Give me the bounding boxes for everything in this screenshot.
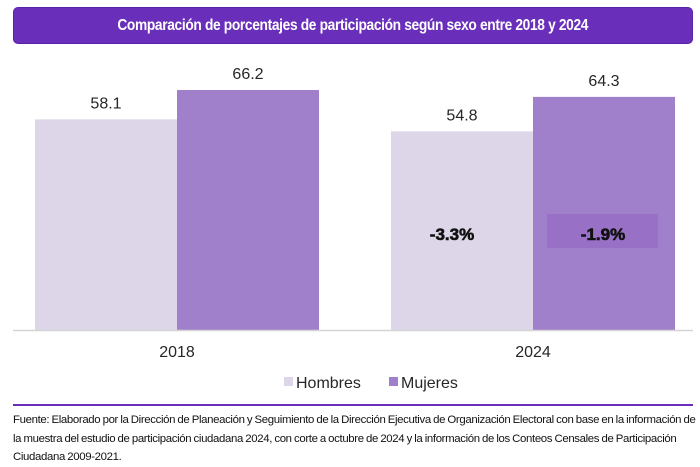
bar-hombres-2018 xyxy=(35,119,177,330)
data-label: 64.3 xyxy=(588,73,619,90)
x-tick-label: 2024 xyxy=(515,344,551,361)
bar-mujeres-2024 xyxy=(533,96,675,330)
legend: Hombres Mujeres xyxy=(284,375,458,392)
chart-title-banner: Comparación de porcentajes de participac… xyxy=(13,7,693,44)
legend-label-hombres: Hombres xyxy=(296,375,361,392)
labels-group: 58.1 66.2 2018 54.8 64.3 2024 -3.3% -1.9% xyxy=(90,66,658,361)
change-annotation: -3.3% xyxy=(430,225,474,244)
x-tick-label: 2018 xyxy=(159,344,195,361)
legend-label-mujeres: Mujeres xyxy=(401,375,458,392)
data-label: 54.8 xyxy=(446,107,477,124)
change-annotation: -1.9% xyxy=(581,225,625,244)
bar-chart: 58.1 66.2 2018 54.8 64.3 2024 -3.3% -1.9% Hombr… xyxy=(13,66,693,392)
chart-title: Comparación de porcentajes de participac… xyxy=(117,16,589,34)
data-label: 66.2 xyxy=(232,66,263,83)
bars-group xyxy=(35,90,675,330)
annotation-box xyxy=(547,214,658,248)
legend-swatch-mujeres xyxy=(389,377,398,386)
source-note: Fuente: Elaborado por la Dirección de Pl… xyxy=(13,414,696,463)
bar-hombres-2024 xyxy=(391,131,533,330)
legend-swatch-hombres xyxy=(284,377,293,386)
bar-mujeres-2018 xyxy=(177,90,319,330)
data-label: 58.1 xyxy=(90,95,121,112)
footer-divider xyxy=(13,404,693,406)
